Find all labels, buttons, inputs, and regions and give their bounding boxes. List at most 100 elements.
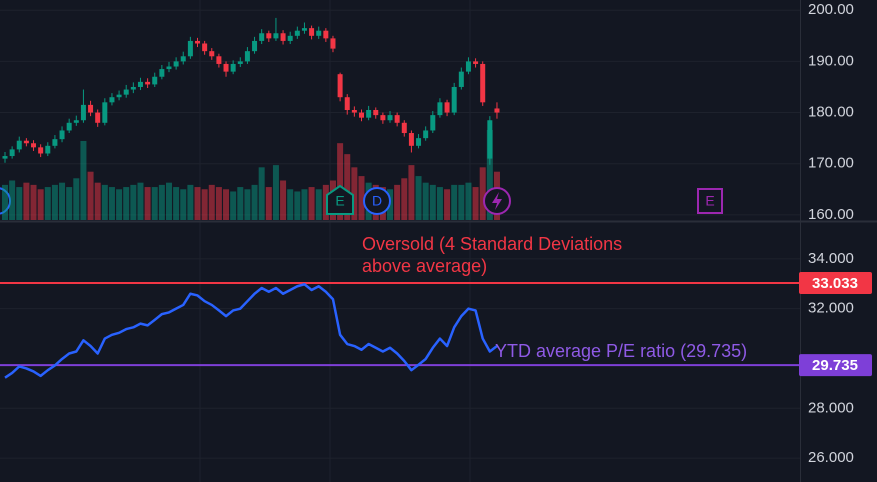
candle-body xyxy=(16,140,22,150)
candle-body xyxy=(80,104,86,121)
volume-bar xyxy=(394,184,401,220)
candle-body xyxy=(137,81,143,87)
event-label: E xyxy=(335,193,344,209)
candle-body xyxy=(423,130,429,139)
volume-bar xyxy=(208,184,215,220)
pe-line xyxy=(4,283,498,379)
candle-body xyxy=(66,122,72,131)
candle-body xyxy=(465,61,471,72)
volume-bar xyxy=(415,176,422,220)
candle-body xyxy=(130,86,136,90)
candle-body xyxy=(45,145,51,154)
candle-body xyxy=(166,66,172,70)
level-label-box xyxy=(799,354,872,377)
volume-bar xyxy=(101,184,108,220)
volume-bar xyxy=(80,140,87,220)
volume-bar xyxy=(458,184,465,220)
level-label: 29.735 xyxy=(812,357,858,374)
volume-bar xyxy=(315,189,322,220)
volume-bar xyxy=(194,187,201,220)
candle-body xyxy=(116,94,122,98)
event-marker xyxy=(697,188,723,214)
volume-bar xyxy=(322,184,329,220)
y-tick-label: 180.00 xyxy=(808,104,854,121)
level-label-box xyxy=(799,271,872,294)
volume-bar xyxy=(237,187,244,220)
annotation: Oversold (4 Standard Deviations xyxy=(362,234,622,254)
candle-body xyxy=(202,43,208,52)
candle-body xyxy=(223,63,229,72)
candle-body xyxy=(458,71,464,87)
candle-body xyxy=(309,28,315,36)
candle-body xyxy=(88,104,94,113)
candle-body xyxy=(294,30,300,36)
candle-body xyxy=(38,147,44,154)
annotation: above average) xyxy=(362,256,487,276)
volume-bar xyxy=(94,182,101,220)
volume-bar xyxy=(429,184,436,220)
candle-body xyxy=(394,115,400,123)
y-tick-label: 190.00 xyxy=(808,52,854,69)
volume-bar xyxy=(123,187,130,220)
volume-bar xyxy=(408,165,415,220)
volume-bar xyxy=(436,187,443,220)
candle-body xyxy=(159,69,165,77)
candle-body xyxy=(408,133,414,146)
y-tick-label: 170.00 xyxy=(808,155,854,172)
candle-body xyxy=(252,40,258,52)
volume-bar xyxy=(472,187,479,220)
volume-bar xyxy=(265,187,272,220)
volume-bar xyxy=(151,187,158,220)
candle-body xyxy=(73,120,79,123)
candle-body xyxy=(173,61,179,67)
candle-body xyxy=(337,74,343,98)
candle-body xyxy=(480,63,486,103)
volume-bar xyxy=(244,189,251,220)
candle-body xyxy=(351,110,357,113)
y-tick-label: 160.00 xyxy=(808,206,854,223)
volume-bar xyxy=(137,182,144,220)
candle-body xyxy=(216,56,222,64)
candle-body xyxy=(494,108,500,113)
volume-bar xyxy=(66,187,73,220)
volume-bar xyxy=(422,182,429,220)
volume-bar xyxy=(451,184,458,220)
volume-bar xyxy=(280,180,287,220)
event-marker xyxy=(326,184,354,215)
candle-body xyxy=(487,120,493,159)
candle-body xyxy=(195,40,201,44)
volume-bar xyxy=(230,191,237,220)
volume-bar xyxy=(215,187,222,220)
volume-bar xyxy=(358,176,365,220)
volume-bar xyxy=(401,178,408,220)
candle-body xyxy=(244,51,250,62)
volume-bar xyxy=(351,167,358,220)
candle-body xyxy=(401,122,407,134)
volume-bar xyxy=(144,187,151,220)
candle-body xyxy=(259,33,265,41)
candle-body xyxy=(180,56,186,62)
volume-bar xyxy=(116,189,123,220)
volume-bar xyxy=(51,184,58,220)
volume-bar xyxy=(173,187,180,220)
candle-body xyxy=(9,149,15,157)
dividend-icon xyxy=(492,192,502,210)
candle-body xyxy=(451,86,457,113)
candle-body xyxy=(366,110,372,118)
candle-body xyxy=(280,33,286,41)
volume-bar xyxy=(223,189,230,220)
candle-body xyxy=(2,156,8,159)
candle-body xyxy=(152,76,158,85)
event-label: E xyxy=(705,193,714,209)
volume-bar xyxy=(479,167,486,220)
candle-body xyxy=(95,112,101,123)
candle-body xyxy=(59,130,65,140)
volume-bar xyxy=(23,182,30,220)
volume-bar xyxy=(59,182,66,220)
annotation: YTD average P/E ratio (29.735) xyxy=(495,341,747,361)
candle-body xyxy=(31,143,37,148)
volume-bar xyxy=(294,191,301,220)
vertical-grid xyxy=(199,0,471,482)
candle-body xyxy=(230,63,236,72)
volume-bar xyxy=(2,184,8,220)
